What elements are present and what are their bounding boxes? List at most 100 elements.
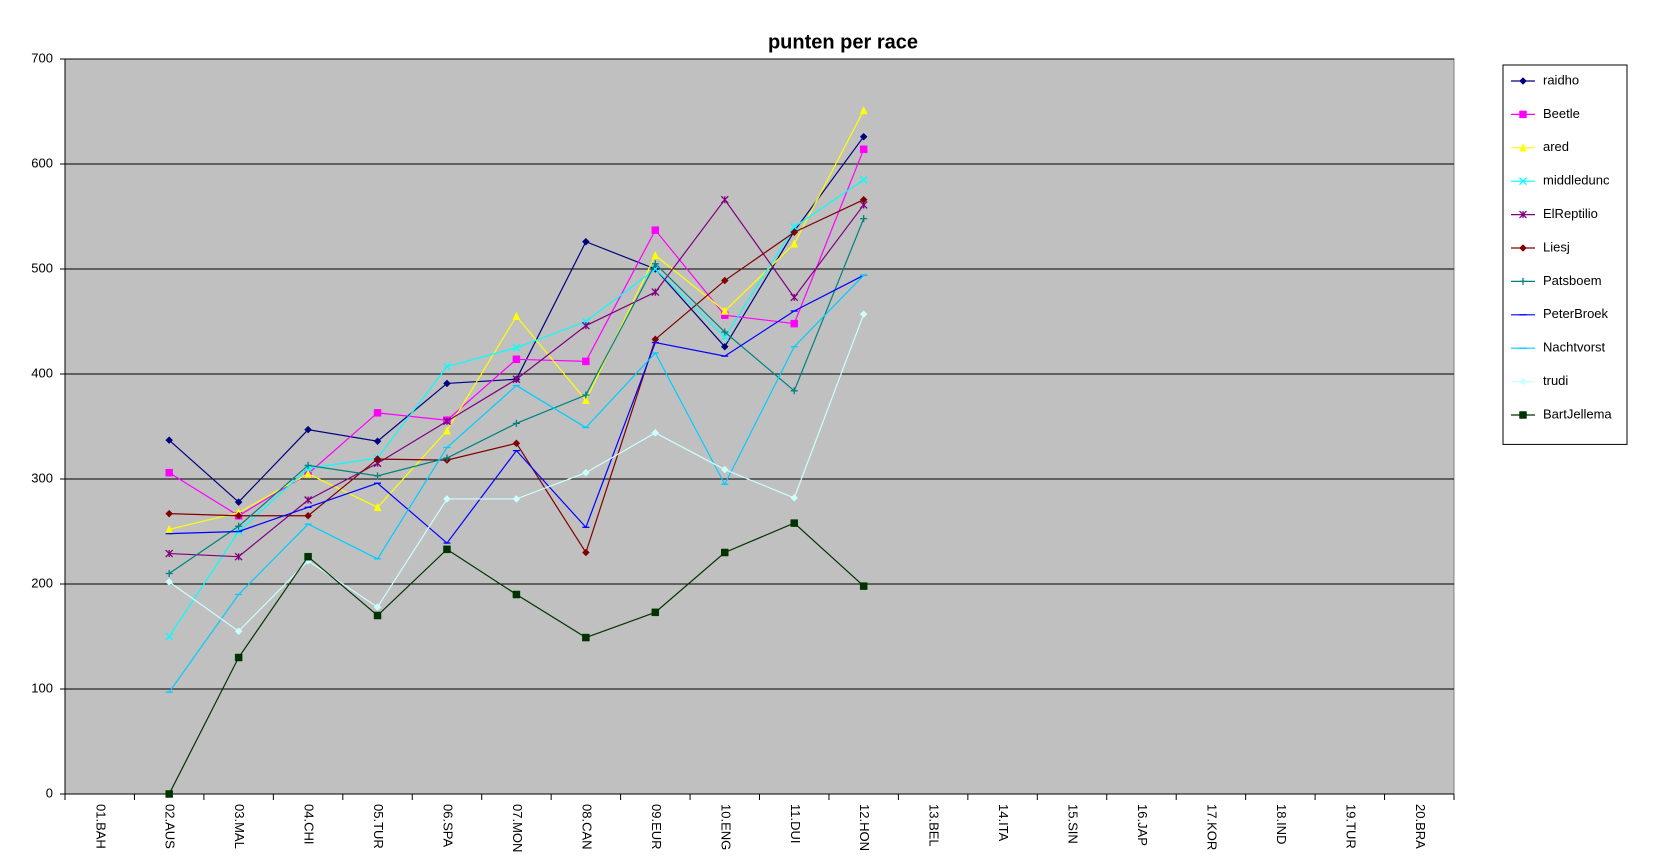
marker — [512, 355, 521, 364]
marker — [859, 582, 868, 590]
marker — [859, 105, 868, 115]
marker — [1519, 277, 1527, 285]
marker — [582, 357, 590, 366]
legend-label: raidho — [1543, 72, 1579, 87]
marker — [582, 633, 590, 642]
marker — [304, 469, 312, 478]
marker — [582, 548, 590, 557]
x-tick-label: 19.TUR — [1343, 804, 1358, 849]
marker — [859, 195, 868, 204]
x-tick-label: 20.BRA — [1413, 804, 1428, 849]
x-tick-label: 04.CHI — [302, 804, 317, 844]
chart-title: punten per race — [768, 31, 918, 53]
marker — [859, 145, 868, 154]
y-tick-label: 100 — [31, 680, 53, 695]
marker — [790, 239, 799, 248]
x-tick-label: 18.IND — [1274, 804, 1289, 844]
marker — [790, 223, 799, 231]
marker — [373, 437, 382, 446]
marker — [651, 250, 660, 260]
marker — [165, 549, 174, 558]
marker — [581, 321, 590, 330]
x-tick-label: 02.AUS — [163, 804, 178, 849]
legend-label: PeterBroek — [1543, 306, 1609, 321]
marker — [443, 362, 451, 371]
marker — [1519, 143, 1527, 152]
legend-label: Liesj — [1543, 239, 1570, 254]
x-tick-label: 09.EUR — [649, 804, 664, 850]
marker — [721, 328, 729, 336]
marker — [790, 387, 798, 395]
y-tick-label: 500 — [31, 260, 53, 275]
marker — [374, 472, 382, 480]
marker — [443, 495, 451, 503]
marker — [304, 496, 313, 504]
marker — [1519, 377, 1527, 386]
marker — [582, 391, 590, 399]
x-tick-label: 06.SPA — [441, 804, 456, 847]
legend-label: Patsboem — [1543, 273, 1602, 288]
legend-label: middledunc — [1543, 173, 1610, 188]
plot-area — [64, 58, 1455, 795]
marker — [859, 132, 868, 141]
x-tick-label: 01.BAH — [93, 804, 108, 849]
marker — [165, 632, 174, 641]
legend-label: ared — [1543, 139, 1569, 154]
x-tick-label: 12.HON — [857, 804, 872, 851]
y-tick-label: 300 — [31, 470, 53, 485]
marker — [304, 511, 312, 520]
marker — [234, 653, 243, 662]
marker — [512, 590, 521, 599]
marker — [512, 419, 520, 427]
marker — [651, 288, 660, 297]
legend-label: BartJellema — [1543, 406, 1612, 421]
y-tick-label: 200 — [31, 575, 53, 590]
marker — [373, 502, 382, 512]
x-tick-label: 05.TUR — [371, 804, 386, 849]
marker — [859, 310, 868, 319]
marker — [165, 436, 174, 445]
legend-label: Beetle — [1543, 106, 1580, 121]
marker — [790, 293, 799, 302]
marker — [651, 608, 660, 617]
series — [165, 310, 868, 636]
marker — [234, 552, 243, 561]
marker — [581, 395, 590, 404]
marker — [1519, 77, 1527, 85]
marker — [720, 306, 729, 315]
marker — [790, 319, 798, 328]
x-tick-label: 07.MON — [510, 804, 525, 852]
x-tick-label: 13.BEL — [927, 804, 942, 847]
marker — [235, 522, 243, 530]
x-tick-label: 08.CAN — [579, 804, 594, 850]
series — [165, 175, 868, 641]
marker — [1519, 244, 1527, 252]
legend-label: Nachtvorst — [1543, 340, 1606, 355]
series — [165, 519, 868, 798]
marker — [720, 276, 729, 285]
marker — [512, 311, 521, 320]
marker — [165, 578, 174, 586]
marker — [304, 552, 312, 561]
x-tick-label: 03.MAL — [232, 804, 247, 849]
legend-label: ElReptilio — [1543, 206, 1598, 221]
marker — [651, 428, 660, 437]
series — [165, 274, 868, 693]
marker — [512, 495, 521, 503]
marker — [512, 343, 521, 352]
marker — [720, 342, 729, 351]
marker — [373, 603, 382, 611]
marker — [721, 548, 729, 557]
marker — [234, 511, 243, 520]
marker — [512, 439, 521, 448]
marker — [443, 545, 451, 554]
marker — [1519, 177, 1527, 186]
marker — [165, 570, 173, 577]
marker — [651, 226, 660, 234]
x-tick-label: 15.SIN — [1066, 804, 1081, 844]
marker — [790, 494, 799, 502]
marker — [165, 790, 173, 798]
marker — [859, 175, 868, 184]
